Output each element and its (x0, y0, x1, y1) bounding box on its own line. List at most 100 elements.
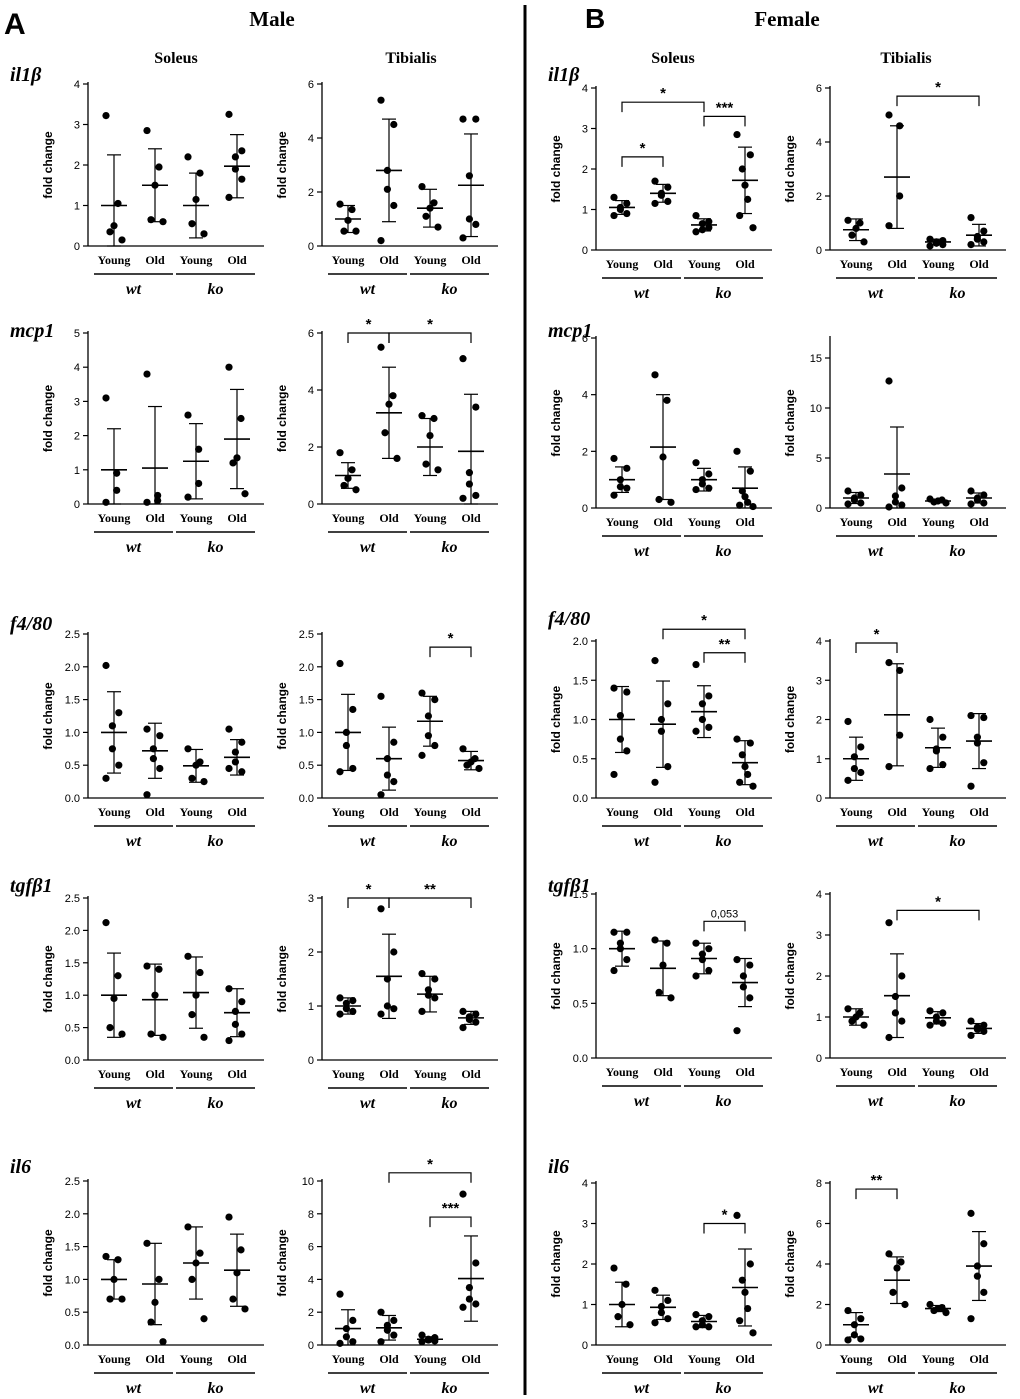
data-point (623, 464, 631, 472)
x-tick-label: Young (98, 253, 131, 267)
data-point (705, 945, 713, 953)
data-point (973, 1272, 982, 1280)
y-tick-label: 3 (582, 124, 588, 136)
y-tick-label: 2 (582, 164, 588, 176)
x-tick-label: Young (922, 1065, 955, 1079)
significance-bracket (621, 101, 705, 113)
y-tick-label: 0.5 (65, 760, 80, 772)
y-tick-label: 2 (74, 431, 80, 443)
y-tick-label: 2 (308, 187, 314, 199)
data-point (225, 363, 233, 371)
x-tick-label: Young (98, 1067, 131, 1081)
x-tick-label: Young (414, 253, 447, 267)
muscle-label-male-soleus: Soleus (154, 50, 198, 67)
data-point (472, 491, 480, 500)
genotype-label: wt (360, 1095, 376, 1112)
y-axis-label: fold change (549, 389, 563, 457)
y-tick-label: 1.5 (65, 1242, 80, 1254)
data-point (692, 485, 700, 494)
y-tick-label: 1.0 (573, 715, 588, 727)
y-tick-label: 2.0 (65, 925, 80, 937)
panel-letter-a: A (4, 8, 26, 41)
chart-male-soleus-il6: 0.0 0.5 1.0 1.5 2.0 2.5 fold change Young Old You… (41, 1176, 264, 1397)
data-point (705, 692, 713, 700)
data-point (237, 414, 245, 423)
data-point (733, 1211, 741, 1219)
y-tick-label: 0 (308, 499, 314, 511)
x-tick-label: Old (735, 1352, 755, 1366)
data-point (898, 484, 906, 492)
significance-label: * (701, 612, 707, 629)
data-point (431, 1337, 439, 1345)
data-point (390, 201, 398, 210)
data-point (733, 447, 741, 455)
genotype-label: ko (442, 833, 458, 850)
genotype-label: ko (950, 285, 966, 302)
data-point (102, 111, 110, 120)
data-point (744, 498, 752, 506)
data-point (692, 727, 700, 735)
y-tick-label: 0.0 (573, 1053, 588, 1065)
y-tick-label: 5 (74, 328, 80, 340)
data-point (143, 370, 151, 378)
data-point (102, 661, 110, 670)
data-point (390, 120, 398, 129)
x-tick-label: Young (922, 515, 955, 529)
data-point (390, 1316, 398, 1324)
x-tick-label: Old (145, 511, 165, 525)
data-point (377, 791, 385, 799)
y-tick-label: 1 (74, 465, 80, 477)
data-point (143, 126, 151, 135)
data-point (856, 219, 864, 227)
genotype-label: wt (634, 1093, 650, 1110)
gene-label-female-il6: il6 (548, 1156, 569, 1178)
data-point (390, 948, 398, 956)
data-point (857, 1315, 865, 1323)
data-point (651, 371, 659, 379)
data-point (381, 429, 389, 437)
y-axis-label: fold change (783, 686, 797, 754)
data-point (610, 454, 618, 463)
data-point (377, 237, 385, 245)
data-point (349, 1316, 357, 1324)
genotype-label: wt (126, 539, 142, 556)
data-point (472, 115, 480, 123)
x-tick-label: Old (969, 1065, 989, 1079)
x-tick-label: Old (887, 1352, 907, 1366)
x-tick-label: Old (653, 805, 673, 819)
data-point (889, 1288, 897, 1296)
data-point (225, 725, 233, 733)
y-tick-label: 0.5 (65, 1307, 80, 1319)
data-point (188, 1275, 196, 1283)
data-point (746, 467, 754, 475)
significance-label: * (874, 626, 880, 643)
y-tick-label: 0 (816, 503, 822, 515)
y-tick-label: 1.0 (573, 944, 588, 956)
data-point (459, 1303, 467, 1311)
muscle-label-female-tibialis: Tibialis (880, 50, 931, 67)
y-tick-label: 0 (816, 793, 822, 805)
data-point (195, 479, 203, 488)
data-point (377, 1338, 385, 1346)
data-point (102, 394, 110, 402)
panel-title-male: Male (249, 7, 294, 31)
muscle-label-male-tibialis: Tibialis (385, 50, 436, 67)
data-point (651, 778, 659, 786)
data-point (113, 486, 121, 494)
data-point (967, 1017, 975, 1025)
data-point (705, 966, 713, 975)
y-axis-label: fold change (41, 1229, 55, 1297)
data-point (336, 200, 344, 208)
significance-label: ** (424, 881, 436, 898)
y-tick-label: 6 (582, 333, 588, 345)
data-point (390, 1331, 398, 1339)
data-point (336, 1010, 344, 1018)
data-point (340, 227, 348, 235)
significance-bracket (388, 332, 472, 343)
data-point (885, 763, 893, 771)
data-point (143, 791, 151, 799)
data-point (746, 1260, 754, 1268)
